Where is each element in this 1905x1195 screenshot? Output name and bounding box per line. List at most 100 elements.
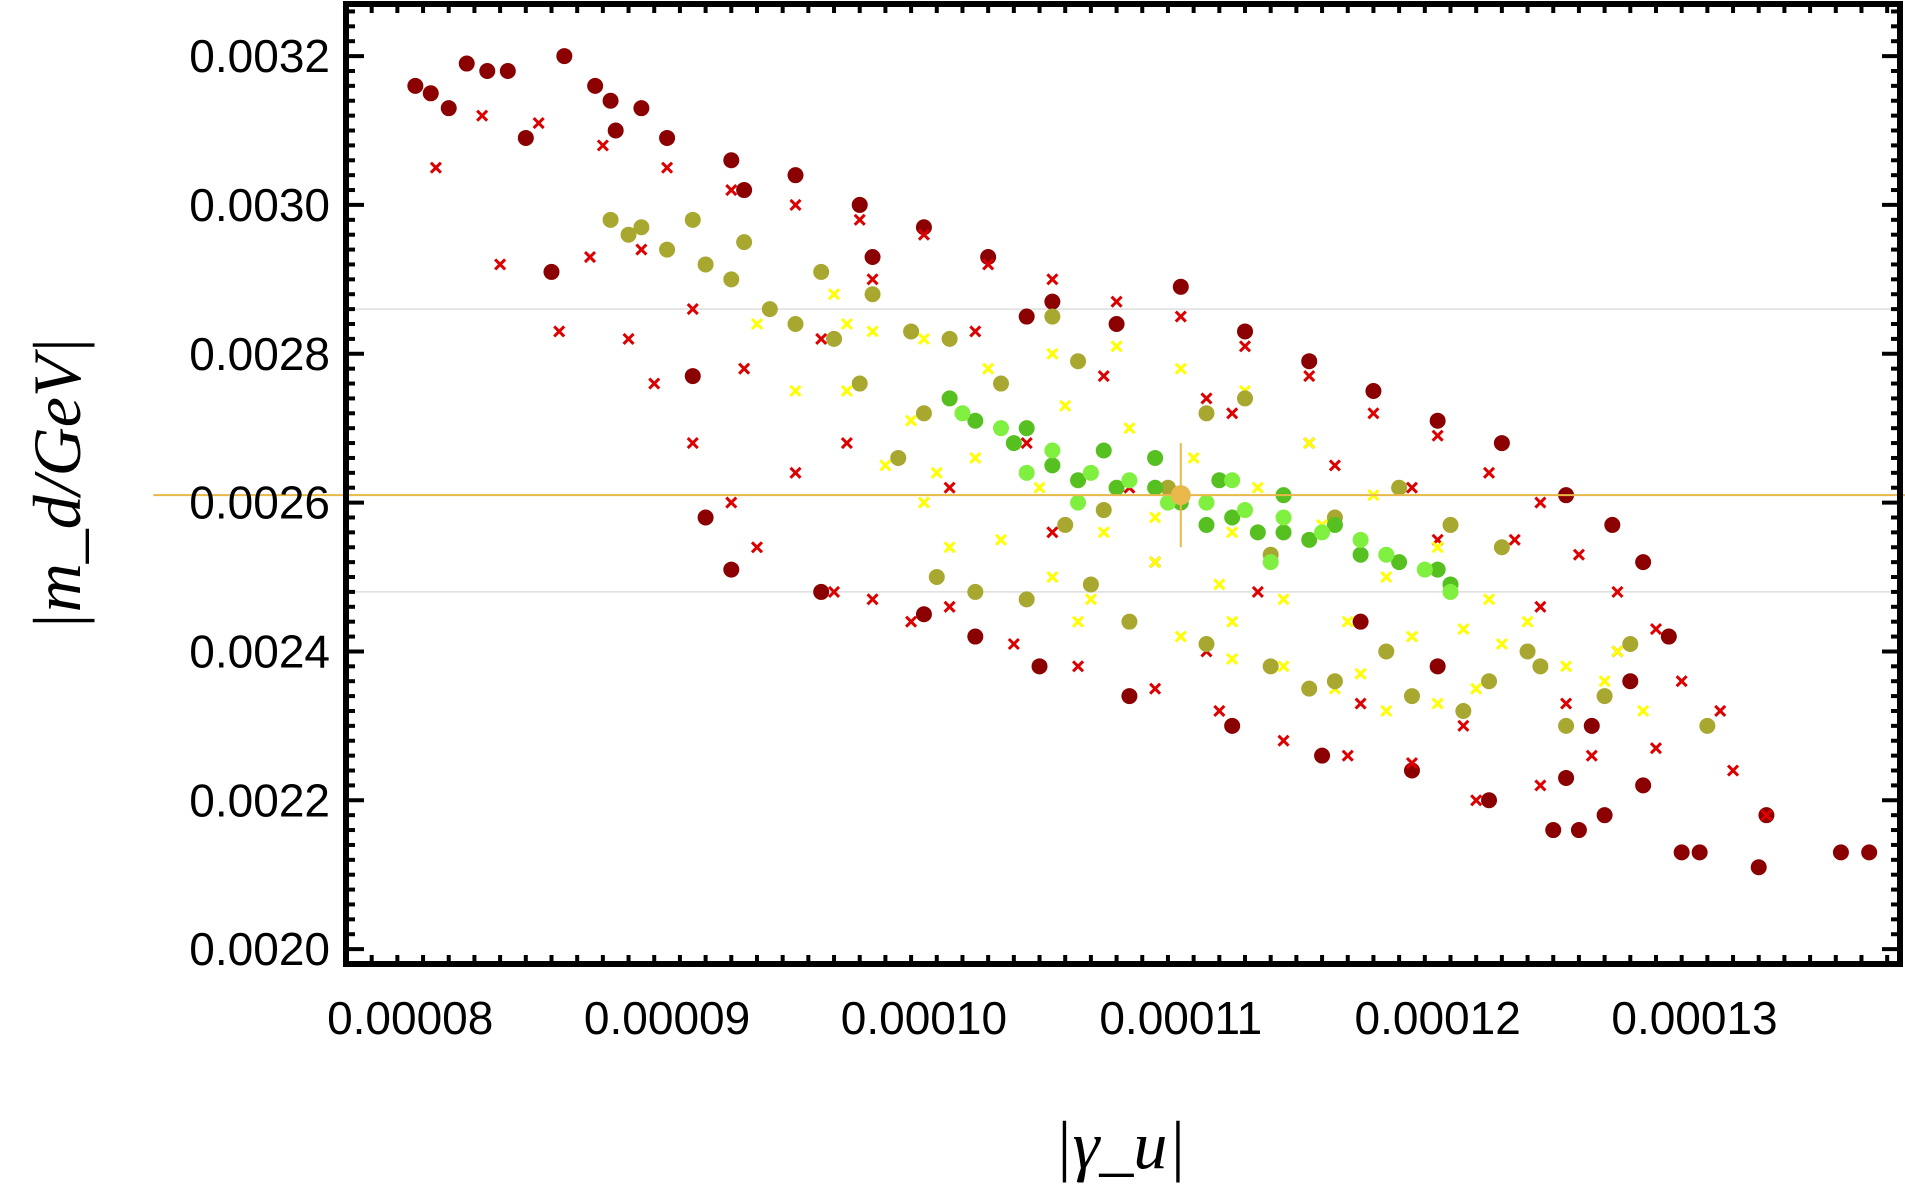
data-point (1585, 749, 1598, 762)
data-point (1560, 660, 1573, 673)
data-point (1534, 600, 1547, 613)
data-point (1070, 494, 1087, 511)
data-point (1481, 673, 1498, 690)
data-point (602, 92, 619, 109)
data-point (815, 332, 828, 345)
data-point (458, 55, 475, 72)
data-point (1187, 451, 1200, 465)
data-point (1532, 658, 1549, 675)
data-point (1224, 509, 1241, 526)
data-point (813, 583, 830, 600)
data-point (1213, 704, 1226, 718)
y-tick-label: 0.0030 (189, 179, 330, 231)
x-axis-ticks: 0.00008 0.00009 0.00010 0.00011 0.00012 0.000… (327, 4, 1890, 1044)
data-point (1301, 353, 1318, 370)
data-point (994, 533, 1008, 546)
data-point (840, 437, 853, 450)
data-point (1760, 809, 1773, 822)
data-point (1442, 583, 1459, 600)
data-point (1378, 643, 1395, 660)
data-point (1429, 561, 1446, 578)
data-point (1482, 466, 1496, 479)
data-point (982, 258, 995, 271)
data-point (1174, 310, 1187, 323)
data-point (1495, 637, 1508, 651)
data-point (813, 263, 830, 280)
data-point (789, 466, 802, 479)
data-point (1226, 615, 1239, 628)
data-point (750, 541, 764, 554)
data-point (761, 301, 778, 318)
data-point (943, 600, 956, 613)
reference-lines (346, 308, 1900, 593)
data-point (866, 593, 879, 606)
data-point (723, 561, 740, 578)
data-point (532, 117, 545, 130)
data-point (787, 316, 804, 332)
data-point (476, 109, 489, 122)
data-point (967, 583, 984, 600)
y-tick-label: 0.0020 (189, 923, 330, 975)
data-point (1691, 844, 1708, 861)
data-point (1251, 585, 1264, 598)
data-point (1832, 844, 1849, 861)
data-point (1044, 308, 1061, 325)
data-point (659, 241, 676, 258)
data-point (648, 377, 661, 390)
data-point (684, 211, 701, 228)
plot-frame (343, 1, 1903, 967)
data-point (750, 317, 764, 331)
data-point (853, 213, 866, 226)
data-point (1429, 658, 1446, 675)
data-point (890, 449, 907, 466)
data-point (840, 317, 853, 331)
data-point (1097, 526, 1110, 539)
data-point (1341, 749, 1354, 762)
data-point (1149, 682, 1162, 695)
data-point (407, 77, 424, 94)
data-point (1534, 779, 1547, 792)
data-point (1070, 353, 1087, 370)
data-point (1226, 652, 1239, 665)
data-point (543, 263, 560, 280)
data-point (1174, 362, 1187, 375)
data-point (1057, 516, 1074, 533)
data-point (422, 85, 439, 102)
data-points (407, 48, 1878, 876)
data-point (1365, 382, 1382, 399)
data-point (954, 405, 971, 422)
data-point (1508, 533, 1521, 546)
data-point (587, 77, 604, 94)
data-point (1262, 554, 1279, 571)
data-point (1429, 412, 1446, 429)
data-point (905, 615, 918, 628)
data-point (1303, 370, 1316, 383)
data-point (1470, 794, 1483, 807)
data-point (1403, 688, 1420, 705)
data-point (1673, 844, 1690, 861)
data-point (1352, 613, 1369, 630)
data-point (917, 496, 930, 509)
data-point (1314, 524, 1331, 541)
data-point (1044, 457, 1061, 474)
data-point (1082, 576, 1099, 593)
data-point (1405, 481, 1419, 494)
x-tick-label: 0.00009 (584, 992, 750, 1044)
data-point (928, 569, 945, 586)
data-point (1861, 844, 1878, 861)
data-point (1108, 479, 1125, 496)
x-tick-label: 0.00010 (841, 992, 1007, 1044)
data-point (1095, 502, 1112, 519)
y-tick-label: 0.0028 (189, 328, 330, 380)
data-point (738, 362, 751, 375)
data-point (1147, 449, 1164, 466)
data-point (1046, 570, 1059, 584)
data-point (499, 62, 516, 79)
data-point (903, 323, 920, 340)
data-point (1277, 734, 1290, 747)
data-point (879, 459, 892, 472)
data-point (1238, 340, 1252, 353)
central-point (1170, 485, 1191, 506)
data-point (1301, 531, 1318, 548)
data-point (1405, 630, 1419, 643)
